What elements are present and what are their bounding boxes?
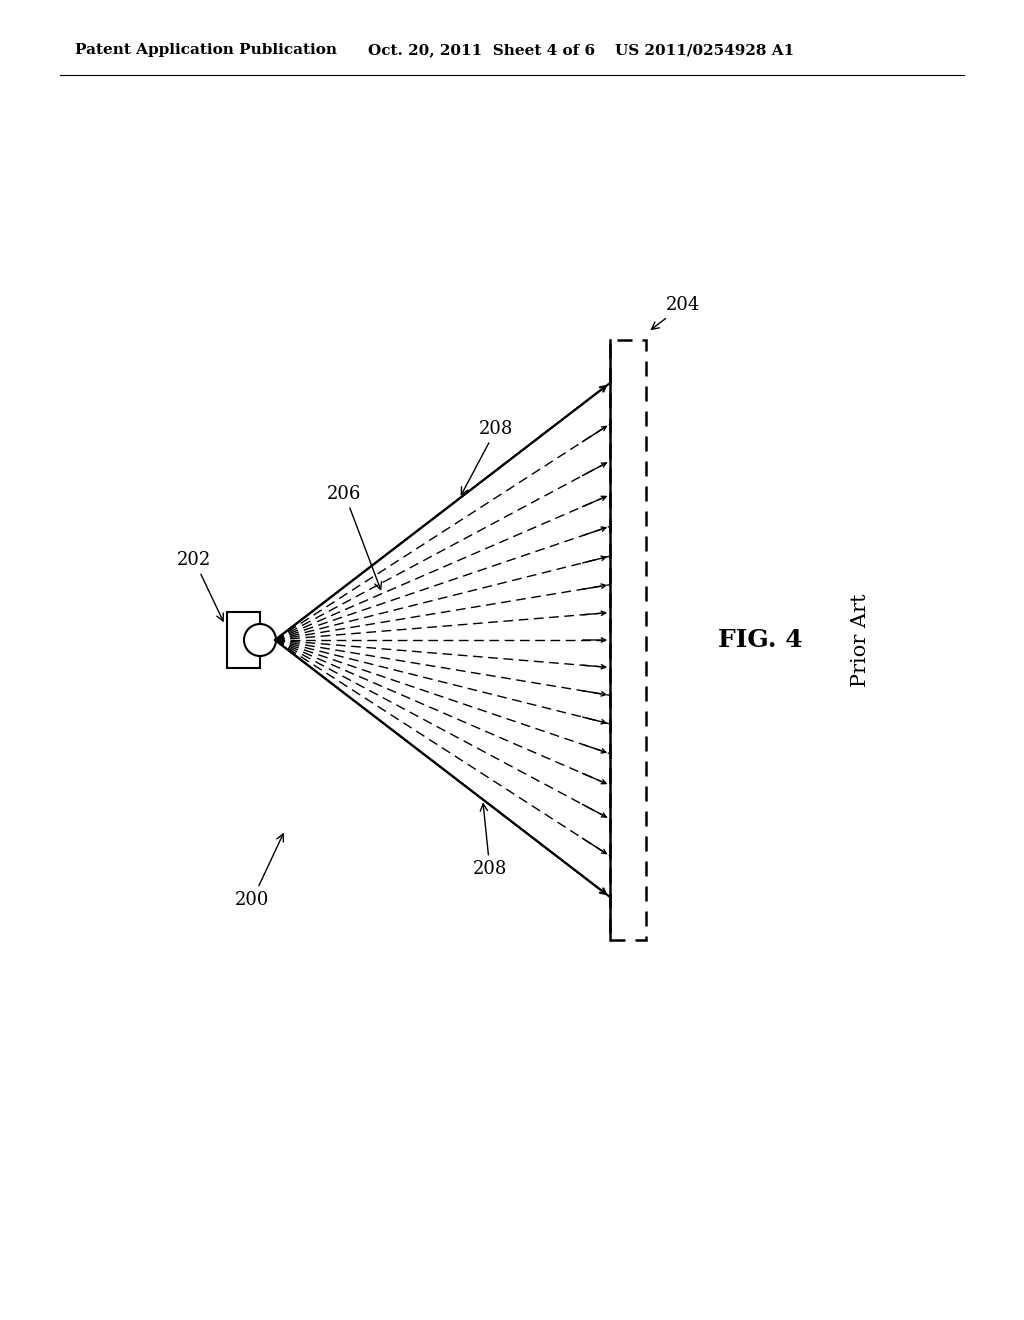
Text: Patent Application Publication: Patent Application Publication bbox=[75, 44, 337, 57]
Circle shape bbox=[244, 624, 276, 656]
Text: 206: 206 bbox=[328, 484, 382, 590]
Text: US 2011/0254928 A1: US 2011/0254928 A1 bbox=[615, 44, 795, 57]
FancyBboxPatch shape bbox=[227, 612, 260, 668]
Text: 204: 204 bbox=[651, 296, 700, 330]
Bar bbox=[610, 341, 646, 940]
Text: 200: 200 bbox=[234, 834, 284, 909]
Text: FIG. 4: FIG. 4 bbox=[718, 628, 803, 652]
Text: 202: 202 bbox=[177, 550, 223, 622]
Text: Oct. 20, 2011  Sheet 4 of 6: Oct. 20, 2011 Sheet 4 of 6 bbox=[368, 44, 595, 57]
Text: Prior Art: Prior Art bbox=[851, 593, 869, 686]
Text: 208: 208 bbox=[473, 804, 507, 878]
Text: 208: 208 bbox=[461, 420, 514, 495]
